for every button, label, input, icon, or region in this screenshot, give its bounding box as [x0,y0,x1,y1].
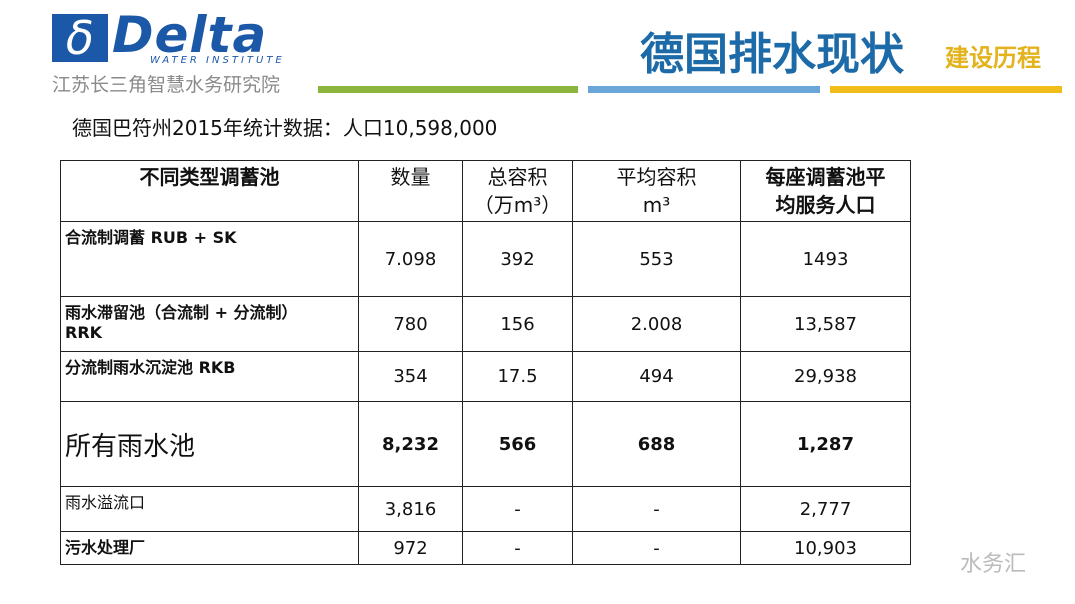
table-cell: 雨水滞留池（合流制 + 分流制） RRK [60,296,359,352]
table-cell: 688 [572,401,741,487]
table-cell: 156 [462,296,573,352]
table-cell: 合流制调蓄 RUB + SK [60,221,359,297]
table-cell: 780 [358,296,463,352]
table-row: 污水处理厂 972- -10,903 [60,531,911,565]
table-row: 雨水溢流口 3,816- -2,777 [60,486,911,532]
table-cell: 雨水溢流口 [60,486,359,532]
table-cell: - [462,531,573,565]
table-cell: 972 [358,531,463,565]
table-cell: 494 [572,351,741,402]
table-cell: 1,287 [740,401,911,487]
table-cell: 13,587 [740,296,911,352]
stripe [318,86,578,93]
table-cell: 每座调蓄池平 均服务人口 [740,160,911,222]
slide-title: 德国排水现状 [640,29,904,80]
table-row: 合流制调蓄 RUB + SK 7.098 392 553 1493 [60,221,911,297]
table-cell: 553 [572,221,741,297]
table-cell: - [462,486,573,532]
table-cell: 2.008 [572,296,741,352]
institute: 江苏长三角智慧水务研究院 [52,74,281,96]
table-cell: 分流制雨水沉淀池 RKB [60,351,359,402]
table-cell: 2,777 [740,486,911,532]
logo-tagline: WATER INSTITUTE [150,55,285,66]
table-cell: 总容积 （万m³） [462,160,573,222]
table-row: 分流制雨水沉淀池 RKB 354 17.5 494 29,938 [60,351,911,402]
table-cell: 354 [358,351,463,402]
table-row: 不同类型调蓄池 数量 总容积 （万m³） 平均容积 m³ 每座调蓄池平 均服务人口 [60,160,911,222]
logo-symbol: δ [52,14,108,62]
table-cell: 平均容积 m³ [572,160,741,222]
data-table: 不同类型调蓄池 数量 总容积 （万m³） 平均容积 m³ 每座调蓄池平 均服务人口 合流制… [60,160,911,565]
slide-subtitle: 建设历程 [945,44,1041,72]
table-cell: 3,816 [358,486,463,532]
table-cell: 不同类型调蓄池 [60,160,359,222]
table-cell: 数量 [358,160,463,222]
table-cell: 17.5 [462,351,573,402]
table-cell: 所有雨水池 [60,401,359,487]
stats-line: 德国巴符州2015年统计数据：人口10,598,000 [72,116,498,140]
table-cell: 1493 [740,221,911,297]
watermark: 水务汇 [960,552,1027,577]
table-cell: 392 [462,221,573,297]
table-cell: 8,232 [358,401,463,487]
table-row: 所有雨水池 8,232 566 688 1,287 [60,401,911,487]
table-cell: - [572,486,741,532]
stripe [830,86,1062,93]
table-row: 雨水滞留池（合流制 + 分流制） RRK 780 156 2.008 13,587 [60,296,911,352]
stripe [588,86,820,93]
table-cell: 10,903 [740,531,911,565]
table-cell: 7.098 [358,221,463,297]
table-cell: - [572,531,741,565]
logo: Delta [112,6,268,64]
table-cell: 566 [462,401,573,487]
table-cell: 29,938 [740,351,911,402]
table-cell: 污水处理厂 [60,531,359,565]
